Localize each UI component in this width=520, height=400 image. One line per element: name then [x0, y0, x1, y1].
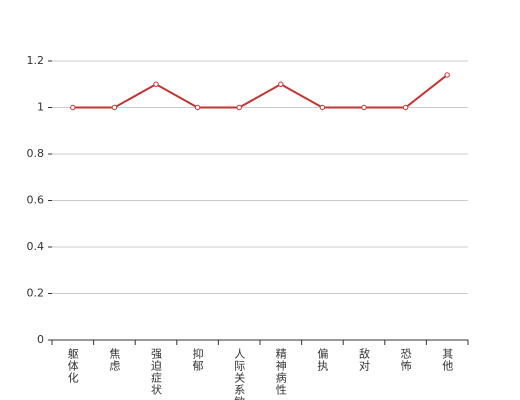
line [72, 74, 448, 109]
y-tick-label: 1 [37, 101, 44, 114]
point [194, 104, 201, 111]
y-tick-label: 0.6 [27, 194, 45, 207]
x-tick-label: 敌对 [358, 347, 371, 372]
point [361, 104, 367, 111]
x-tick-label: 人际关系敏感 [233, 348, 246, 400]
x-tick-label: 精神病性 [274, 348, 287, 396]
point [153, 81, 159, 87]
y-tick-label: 1.2 [27, 54, 45, 67]
x-tick-label: 焦虑 [108, 348, 121, 372]
y-tick-label: 0.8 [27, 147, 45, 160]
y-tick-label: 0.2 [27, 287, 45, 300]
point [236, 104, 242, 111]
x-tick-label: 偏执 [316, 347, 329, 372]
point [70, 104, 76, 111]
x-tick-label: 其他 [441, 348, 454, 372]
x-tick-label: 恐怖 [399, 348, 412, 372]
y-tick-label: 0.4 [27, 240, 45, 253]
x-tick-label: 强迫症状 [150, 348, 163, 396]
x-tick-label: 躯体化 [66, 348, 79, 384]
x-tick-label: 抑郁 [191, 347, 204, 372]
point [278, 81, 284, 87]
y-tick-label: 0 [37, 333, 44, 346]
point [111, 104, 118, 111]
point [444, 72, 450, 78]
point [402, 104, 409, 111]
point [319, 104, 326, 111]
